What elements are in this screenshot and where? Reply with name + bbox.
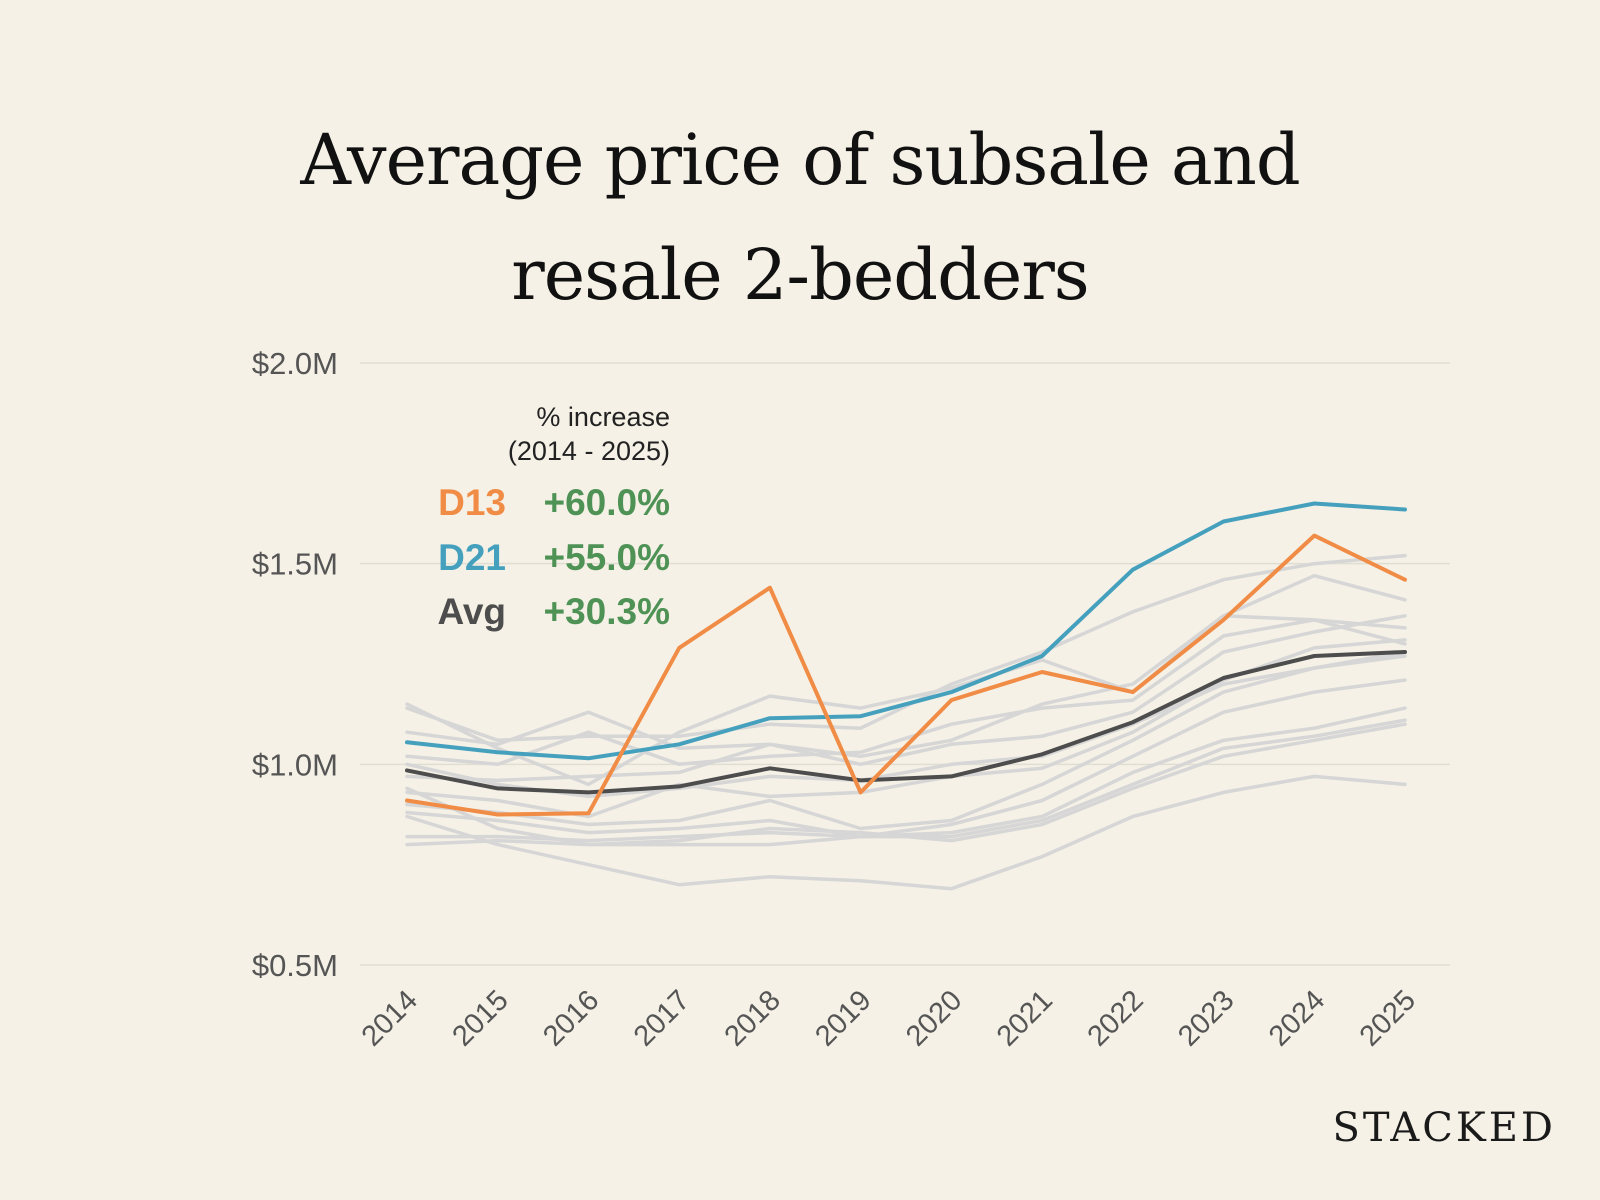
series-line-other-1 (405, 553, 1407, 743)
series-line-other-7 (405, 654, 1407, 831)
series-line-avg (405, 650, 1407, 795)
series-line-other-5 (405, 614, 1407, 783)
y-tick-label: $1.0M (252, 747, 338, 782)
x-tick-label: 2022 (1082, 984, 1150, 1052)
series-line-other-11 (405, 722, 1407, 847)
x-tick-label: 2015 (446, 984, 514, 1052)
series-line-other-4 (405, 618, 1407, 767)
y-axis-ticks: $2.0M $1.5M $1.0M $0.5M (252, 346, 338, 983)
x-tick-label: 2025 (1354, 984, 1422, 1052)
legend-heading-line-1: % increase (536, 402, 670, 432)
y-tick-label: $2.0M (252, 346, 338, 381)
x-tick-label: 2017 (628, 984, 696, 1052)
x-tick-label: 2018 (719, 984, 787, 1052)
x-tick-label: 2014 (356, 984, 424, 1052)
x-tick-label: 2021 (991, 984, 1059, 1052)
highlighted-series-lines (405, 501, 1407, 817)
x-tick-label: 2024 (1263, 984, 1331, 1052)
series-line-other-13 (405, 650, 1407, 799)
legend-value-d21: +55.0% (543, 537, 670, 578)
series-line-other-9 (405, 706, 1407, 843)
grid-lines (360, 362, 1450, 966)
x-tick-label: 2019 (809, 984, 877, 1052)
chart-title-line-2: resale 2-bedders (511, 234, 1089, 316)
legend-label-d21: D21 (438, 537, 506, 578)
series-line-other-8 (405, 678, 1407, 839)
series-line-d13 (405, 533, 1407, 817)
series-line-d21 (405, 501, 1407, 761)
legend-label-avg: Avg (437, 591, 506, 632)
increase-legend: % increase (2014 - 2025) D13 +60.0% D21 +55… (437, 402, 670, 632)
x-tick-label: 2016 (537, 984, 605, 1052)
chart-title-line-1: Average price of subsale and (300, 119, 1300, 201)
x-tick-label: 2020 (900, 984, 968, 1052)
y-tick-label: $1.5M (252, 547, 338, 582)
stacked-logo: STACKED (1332, 1105, 1556, 1151)
y-tick-label: $0.5M (252, 948, 338, 983)
legend-heading-line-2: (2014 - 2025) (508, 436, 670, 466)
legend-label-d13: D13 (438, 482, 506, 523)
legend-value-avg: +30.3% (543, 591, 670, 632)
series-line-other-12 (405, 774, 1407, 891)
legend-value-d13: +60.0% (543, 482, 670, 523)
x-axis-ticks: 2014 2015 2016 2017 2018 2019 2020 2021 2022 2023… (356, 984, 1422, 1052)
x-tick-label: 2023 (1172, 984, 1240, 1052)
